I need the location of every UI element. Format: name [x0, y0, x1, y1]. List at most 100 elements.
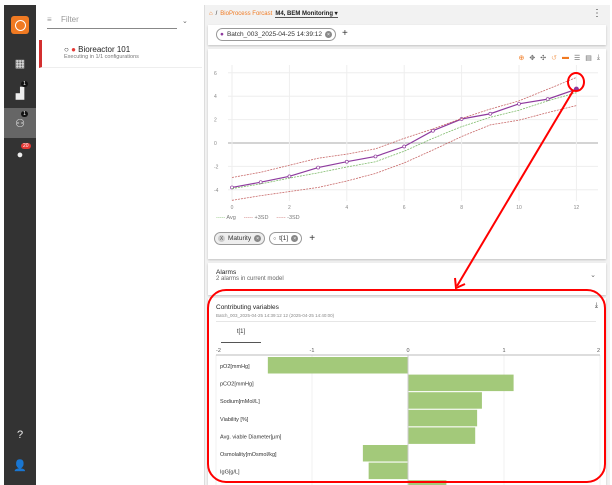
alarms-panel[interactable]: Alarms 2 alarms in current model ⌄: [208, 263, 606, 295]
axis-chips: X Maturity × ○ t[1] × +: [214, 232, 315, 245]
x-tick-label: 2: [597, 348, 600, 354]
x-tick-label: 0: [231, 205, 234, 211]
bar: [408, 392, 482, 409]
x-tick-label: 10: [516, 205, 522, 211]
chart-legend: ----- Avg ----- +3SD ----- -3SD: [216, 215, 300, 221]
legend-minus3sd[interactable]: ----- -3SD: [276, 215, 300, 221]
filter-placeholder: Filter: [61, 15, 79, 24]
y-tick-label: -2: [214, 164, 219, 170]
data-point: [344, 159, 349, 164]
data-point: [573, 86, 579, 92]
breadcrumb-root[interactable]: BioProcess Forcast: [220, 11, 273, 17]
chevron-down-icon[interactable]: ⌄: [182, 18, 188, 25]
category-label: Osmolality[mOsmol/kg]: [220, 452, 277, 458]
close-icon[interactable]: ×: [325, 31, 332, 38]
main-panel: ⌂ / BioProcess Forcast M4, BEM Monitoring…: [205, 5, 610, 485]
app-logo[interactable]: [11, 16, 29, 34]
breadcrumb-current: M4, BEM Monitoring: [275, 11, 333, 17]
home-icon[interactable]: ⌂: [209, 11, 213, 17]
category-label: Avg. viable Diameter[µm]: [220, 434, 282, 440]
reset-icon[interactable]: ↺: [551, 55, 557, 62]
category-label: IgG[g/L]: [220, 470, 240, 476]
data-point: [488, 111, 493, 116]
nav-badge: 1: [21, 111, 28, 117]
legend-plus3sd[interactable]: ----- +3SD: [243, 215, 269, 221]
nav-help[interactable]: ?: [4, 420, 36, 450]
list-item[interactable]: ○ ● Bioreactor 101 Executing in 1/1 conf…: [39, 40, 202, 68]
contrib-panel: Contributing variables Batch_003_2025-04…: [208, 298, 606, 485]
pan-icon[interactable]: ✥: [529, 55, 536, 62]
zoom-icon[interactable]: ⊕: [518, 55, 525, 62]
copy-icon[interactable]: ▤: [585, 55, 592, 62]
x-tick-label: 0: [406, 348, 409, 354]
chevron-down-icon[interactable]: ⌄: [590, 272, 596, 279]
x-tick-label: -1: [310, 348, 315, 354]
filter-input[interactable]: ≡ Filter: [47, 15, 177, 29]
y-tick-label: 6: [214, 71, 217, 77]
nav-badge: 20: [21, 143, 31, 149]
x-tick-label: -2: [216, 348, 221, 354]
bar: [408, 409, 478, 427]
bar-chart: -2 -1 0 1 2 pO2[mmHg] pCO2[mmHg] Sodium[mMol/L]…: [215, 348, 601, 485]
batch-chip[interactable]: ● Batch_003_2025-04-25 14:39:12 ×: [216, 28, 336, 41]
x-tick-label: 12: [574, 205, 580, 211]
y-tick-label: -4: [214, 188, 219, 194]
user-icon: 👤: [13, 459, 27, 472]
factory-icon: ▟: [15, 87, 25, 100]
nav-alarms[interactable]: ● 20: [4, 140, 36, 170]
alert-icon: ●: [16, 149, 24, 161]
chart-toolbar: ⊕ ✥ ✣ ↺ ▬ ☰ ▤ ⤓: [518, 54, 600, 62]
download-icon[interactable]: ⤓: [594, 302, 598, 309]
x-tick-label: 8: [460, 205, 463, 211]
data-point: [287, 174, 292, 179]
lines-icon[interactable]: ☰: [573, 55, 581, 62]
more-icon[interactable]: ⋮: [592, 8, 602, 19]
help-icon: ?: [16, 429, 24, 441]
alarms-subtitle: 2 alarms in current model: [216, 276, 284, 282]
y-tick-label: 4: [214, 94, 217, 100]
series-line--3SD: [231, 105, 577, 201]
add-axis-button[interactable]: +: [309, 233, 316, 244]
category-label: Sodium[mMol/L]: [220, 399, 260, 405]
batch-bar: ● Batch_003_2025-04-25 14:39:12 × +: [208, 25, 606, 45]
chart-card: ⊕ ✥ ✣ ↺ ▬ ☰ ▤ ⤓ -4 -2 0 2 4 6 0 2 4 6 8 10 12 ----- Avg ---…: [208, 49, 606, 259]
table-icon: ▦: [14, 57, 26, 70]
refresh-icon: ○: [64, 45, 69, 54]
x-tick-label: 2: [288, 205, 291, 211]
legend-avg[interactable]: ----- Avg: [216, 215, 236, 221]
x-tick-label: 6: [403, 205, 406, 211]
line-chart[interactable]: -4 -2 0 2 4 6 0 2 4 6 8 10 12: [208, 61, 606, 211]
status-dot-icon: ●: [71, 45, 76, 54]
category-label: pO2[mmHg]: [220, 364, 250, 370]
contrib-title: Contributing variables: [216, 304, 279, 311]
nav-models[interactable]: ⚇ 1: [4, 108, 36, 138]
nav-badge: 1: [21, 81, 28, 87]
move-icon[interactable]: ✣: [540, 55, 547, 62]
tab-t1[interactable]: t[1]: [221, 329, 261, 343]
batch-dot-icon: ●: [220, 31, 224, 38]
download-icon[interactable]: ⤓: [596, 54, 600, 61]
x-axis-chip[interactable]: X Maturity ×: [214, 232, 266, 245]
nav-dashboard[interactable]: ▦: [4, 48, 36, 78]
nav-equipment[interactable]: ▟ 1: [4, 78, 36, 108]
line-icon[interactable]: ▬: [561, 54, 569, 61]
close-icon[interactable]: ×: [291, 235, 299, 242]
close-icon[interactable]: ×: [254, 235, 262, 242]
model-select[interactable]: M4, BEM Monitoring ▾: [275, 11, 338, 18]
network-icon: ⚇: [15, 117, 25, 130]
bar: [408, 480, 447, 485]
item-name: Bioreactor 101: [78, 45, 131, 54]
add-batch-button[interactable]: +: [341, 28, 348, 39]
y-axis-chip[interactable]: ○ t[1] ×: [269, 232, 303, 245]
bar: [362, 445, 408, 462]
nav-user[interactable]: 👤: [4, 450, 36, 480]
bar: [368, 462, 408, 480]
data-point: [316, 165, 320, 170]
bar: [408, 374, 514, 392]
data-point: [373, 154, 378, 159]
y-tick-label: 2: [214, 118, 217, 124]
contrib-subtitle: Batch_003_2025-04-25 14:39:12 12 (2025-0…: [216, 313, 335, 318]
nav-rail: ▦ ▟ 1 ⚇ 1 ● 20 ? 👤: [4, 5, 36, 485]
filter-icon: ≡: [47, 15, 52, 24]
batch-label: Batch_003_2025-04-25 14:39:12: [226, 31, 322, 38]
